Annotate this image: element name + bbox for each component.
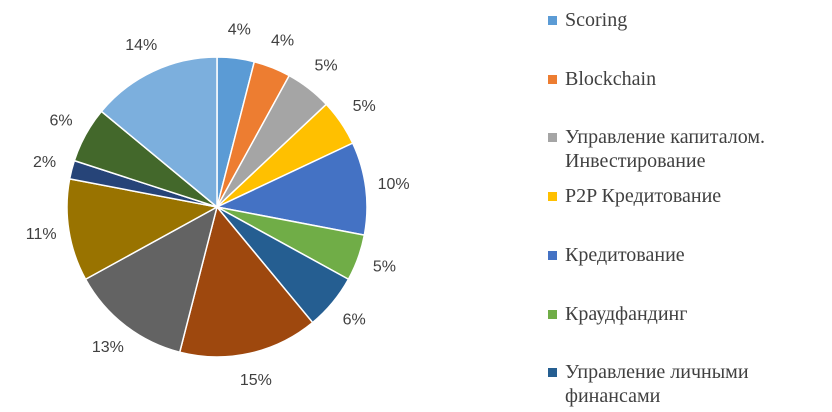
- legend-label: Blockchain: [565, 67, 657, 90]
- data-label: 4%: [228, 22, 251, 39]
- data-label: 15%: [240, 372, 272, 389]
- pie-slice: [66, 178, 220, 281]
- legend-item: Blockchain: [548, 67, 828, 91]
- legend-item: Краудфандинг: [548, 302, 828, 326]
- legend-label: Кредитование: [565, 243, 685, 266]
- data-label: 6%: [343, 312, 366, 329]
- legend-swatch: [548, 368, 557, 378]
- pie-slice: [84, 205, 219, 354]
- data-label: 11%: [26, 226, 57, 243]
- data-label: 5%: [315, 58, 338, 75]
- legend-item: Кредитование: [548, 243, 828, 267]
- data-label: 5%: [353, 98, 376, 115]
- legend-swatch: [548, 192, 557, 202]
- pie-slice: [100, 56, 218, 209]
- legend-label: Scoring: [565, 9, 628, 31]
- data-label: 6%: [49, 112, 72, 129]
- legend-swatch: [548, 74, 557, 84]
- legend-item: P2P Кредитование: [548, 184, 828, 208]
- data-label: 13%: [92, 339, 124, 356]
- legend-item: Scoring: [548, 8, 828, 32]
- legend-swatch: [548, 250, 557, 260]
- data-label: 5%: [373, 259, 396, 276]
- legend-label: Управление капиталом. Инвестирование: [565, 126, 766, 173]
- legend-item: Управление капиталом. Инвестирование: [548, 125, 828, 173]
- legend-label: Краудфандинг: [565, 302, 688, 325]
- pie-slice: [214, 142, 368, 236]
- legend-swatch: [548, 133, 557, 143]
- pie-chart: 4% 4% 5% 5% 10% 5% 6% 15% 13% 11% 2% 6% 14%: [26, 22, 410, 389]
- data-label: 2%: [33, 154, 56, 171]
- legend-label: Управление личными финансами: [565, 361, 749, 408]
- legend-swatch: [548, 16, 557, 25]
- legend-label: P2P Кредитование: [565, 185, 722, 208]
- pie-slice: [178, 205, 314, 358]
- data-label: 4%: [271, 33, 294, 50]
- legend: Scoring Blockchain Управление капиталом. И…: [548, 0, 832, 412]
- legend-item: Управление личными финансами: [548, 360, 828, 408]
- legend-swatch: [548, 309, 557, 319]
- data-label: 10%: [378, 176, 410, 193]
- data-label: 14%: [125, 37, 157, 54]
